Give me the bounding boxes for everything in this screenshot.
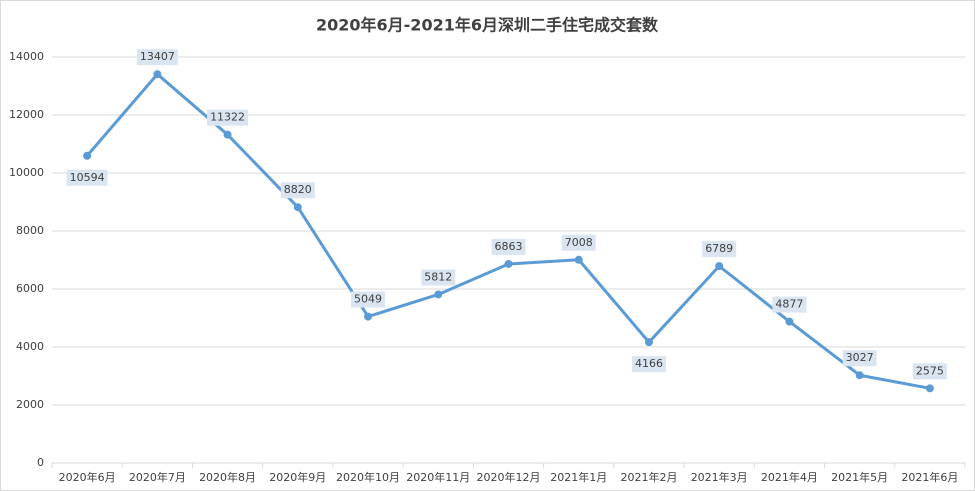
value-label: 8820 (284, 183, 312, 196)
y-tick-label: 6000 (16, 282, 44, 295)
point (715, 262, 724, 271)
point (293, 203, 302, 212)
point (153, 70, 162, 79)
x-tick-label: 2020年12月 (477, 470, 541, 484)
value-label: 6863 (495, 240, 523, 253)
point (364, 312, 373, 321)
x-tick-label: 2020年7月 (129, 470, 186, 484)
value-label: 13407 (140, 50, 175, 63)
y-tick-label: 10000 (9, 166, 44, 179)
y-tick-label: 4000 (16, 340, 44, 353)
point (434, 290, 443, 299)
point (574, 255, 583, 264)
value-label-bg (702, 241, 737, 258)
x-tick-label: 2021年6月 (901, 470, 958, 484)
value-label-bg (351, 291, 386, 308)
y-tick-label: 12000 (9, 108, 44, 121)
y-tick-label: 0 (37, 456, 44, 469)
point (644, 338, 653, 347)
value-label: 10594 (70, 171, 105, 184)
point (83, 151, 92, 160)
point (223, 130, 232, 139)
x-tick-label: 2021年2月 (620, 470, 677, 484)
x-tick-label: 2021年3月 (691, 470, 748, 484)
value-label-bg (631, 356, 666, 373)
value-label: 4166 (635, 357, 663, 370)
x-tick-label: 2021年5月 (831, 470, 888, 484)
value-label: 3027 (846, 351, 874, 364)
x-tick-label: 2020年11月 (406, 470, 470, 484)
y-tick-label: 8000 (16, 224, 44, 237)
x-tick-label: 2020年10月 (336, 470, 400, 484)
value-label-bg (912, 363, 947, 380)
x-tick-label: 2021年1月 (550, 470, 607, 484)
point (925, 384, 934, 393)
value-label-bg (772, 296, 807, 313)
value-label: 4877 (775, 298, 803, 311)
x-tick-label: 2020年9月 (269, 470, 326, 484)
value-label-bg (491, 238, 526, 255)
y-tick-label: 14000 (9, 50, 44, 63)
value-label-bg (136, 49, 178, 66)
value-label-bg (421, 269, 456, 286)
point (504, 259, 513, 268)
value-label: 5812 (424, 270, 452, 283)
x-tick-label: 2020年8月 (199, 470, 256, 484)
x-tick-label: 2020年6月 (59, 470, 116, 484)
point (785, 317, 794, 326)
value-label-bg (561, 234, 596, 251)
value-label-bg (280, 182, 315, 199)
point (855, 371, 864, 380)
value-label-bg (842, 350, 877, 367)
value-label-bg (207, 109, 249, 126)
value-label: 11322 (210, 111, 245, 124)
value-label: 6789 (705, 242, 733, 255)
y-tick-label: 2000 (16, 398, 44, 411)
chart-title: 2020年6月-2021年6月深圳二手住宅成交套数 (316, 16, 659, 35)
value-label: 7008 (565, 236, 593, 249)
x-tick-label: 2021年4月 (761, 470, 818, 484)
value-label: 5049 (354, 293, 382, 306)
value-label: 2575 (916, 364, 944, 377)
value-label-bg (66, 169, 108, 186)
